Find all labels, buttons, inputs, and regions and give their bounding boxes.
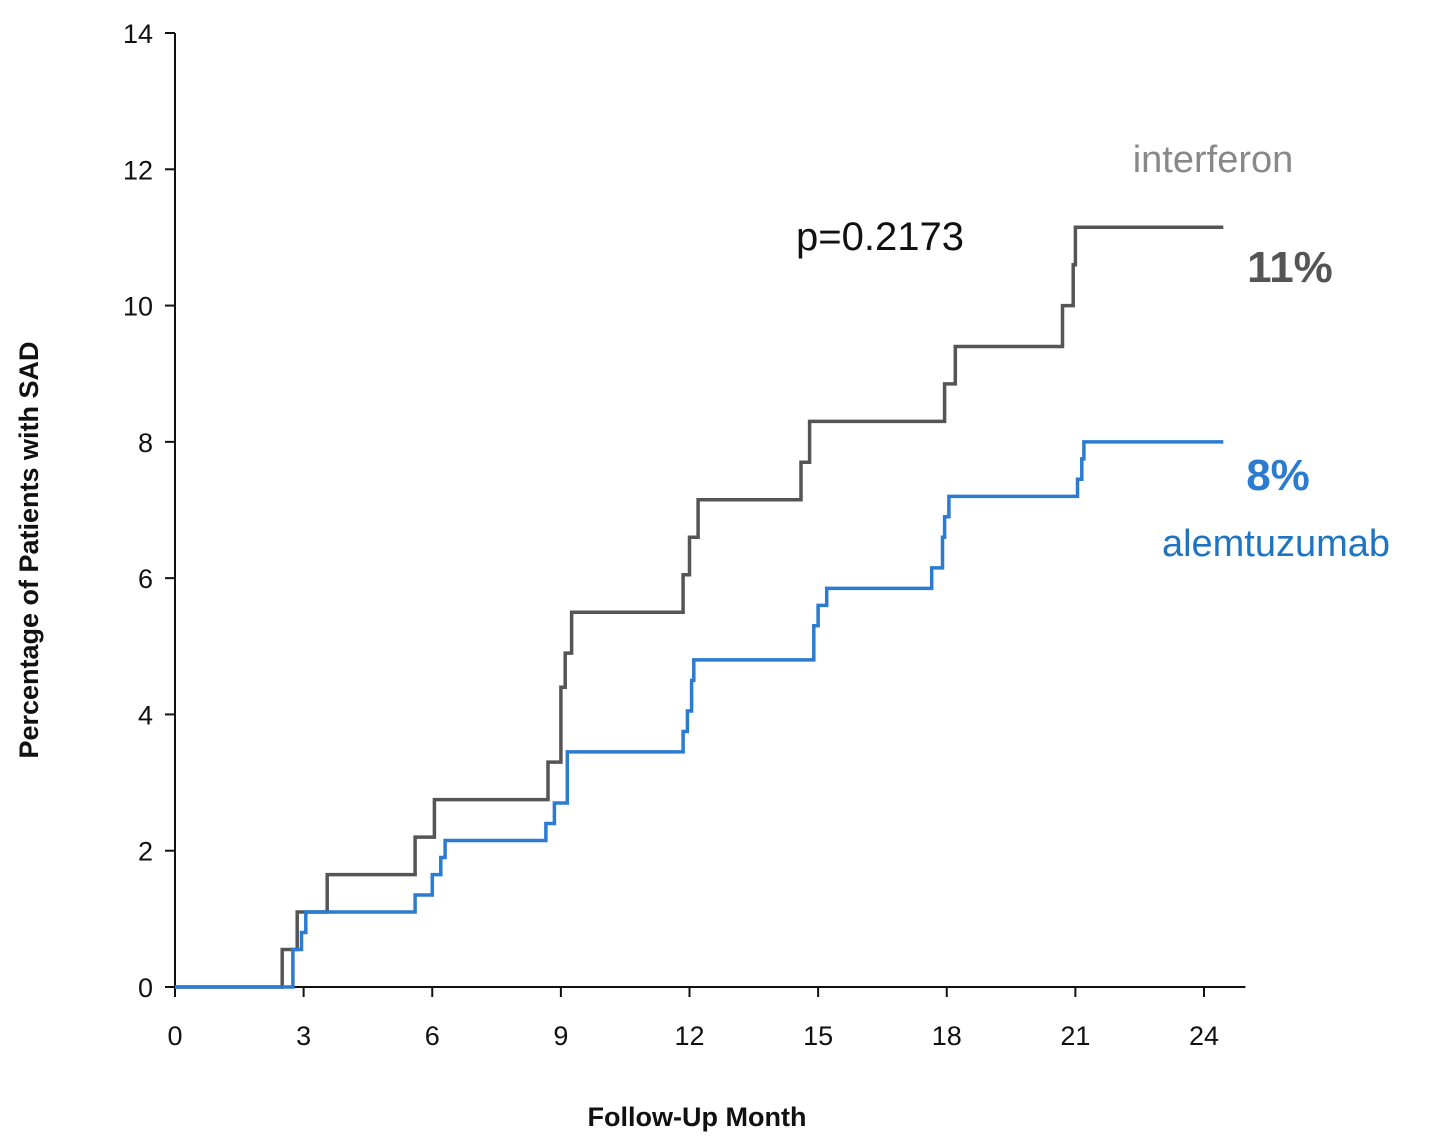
x-tick-label: 21 [1060, 1021, 1090, 1051]
y-tick-label: 4 [138, 700, 153, 730]
y-tick-label: 2 [138, 837, 153, 867]
interferon-end-label: 11% [1247, 243, 1333, 292]
y-tick-label: 12 [123, 155, 153, 185]
x-axis-title: Follow-Up Month [588, 1102, 807, 1132]
p-value-annotation: p=0.2173 [796, 215, 964, 259]
alemtuzumab-end-label: 8% [1246, 451, 1310, 500]
y-axis-title: Percentage of Patients with SAD [14, 341, 44, 758]
y-tick-label: 10 [123, 292, 153, 322]
alemtuzumab-label: alemtuzumab [1162, 523, 1390, 565]
y-tick-label: 8 [138, 428, 153, 458]
series-line-interferon [175, 225, 1224, 989]
x-tick-label: 9 [553, 1021, 568, 1051]
x-tick-label: 18 [932, 1021, 962, 1051]
interferon-label: interferon [1133, 139, 1294, 181]
x-tick-label: 15 [803, 1021, 833, 1051]
y-tick-label: 6 [138, 564, 153, 594]
x-tick-label: 6 [425, 1021, 440, 1051]
series-layer [175, 225, 1224, 989]
y-tick-label: 14 [123, 19, 153, 49]
x-tick-label: 24 [1189, 1021, 1219, 1051]
x-tick-label: 12 [674, 1021, 704, 1051]
x-tick-label: 0 [167, 1021, 182, 1051]
series-line-alemtuzumab [175, 440, 1224, 989]
y-tick-label: 0 [138, 973, 153, 1003]
x-tick-label: 3 [296, 1021, 311, 1051]
